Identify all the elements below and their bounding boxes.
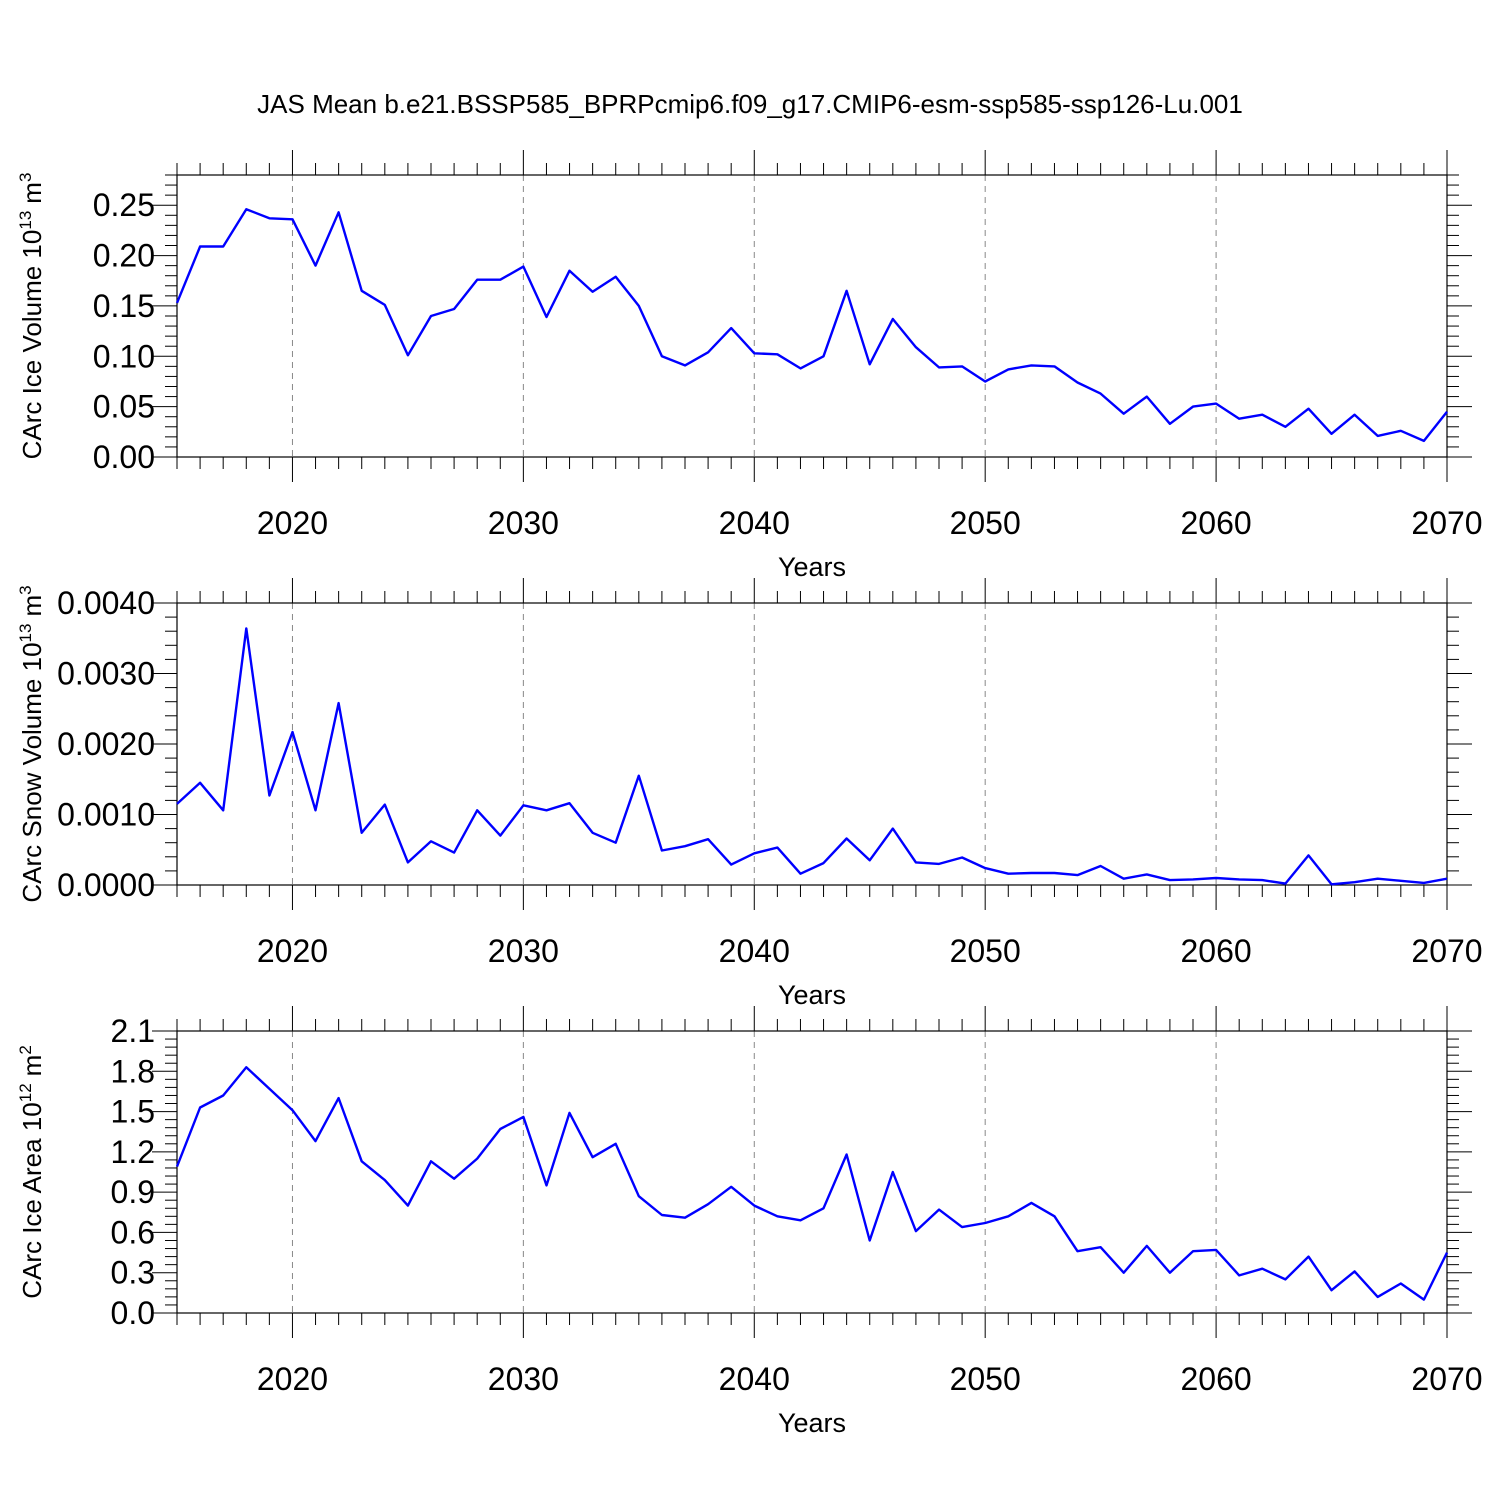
x-tick-label: 2070 xyxy=(1411,933,1482,969)
y-axis-label-exponent: 13 xyxy=(16,624,35,643)
y-axis-label-exponent: 13 xyxy=(16,211,35,230)
x-tick-label: 2050 xyxy=(950,933,1021,969)
series-line xyxy=(175,207,1448,443)
y-tick-label: 0.9 xyxy=(111,1174,155,1210)
x-tick-label: 2040 xyxy=(719,505,790,541)
y-axis-label-unit: m xyxy=(17,1055,47,1077)
y-axis-label-exponent: 12 xyxy=(16,1083,35,1102)
x-tick-label: 2070 xyxy=(1411,505,1482,541)
y-tick-label: 0.20 xyxy=(93,238,155,274)
x-tick-label: 2040 xyxy=(719,933,790,969)
y-axis-label-text: CArc Snow Volume 10 xyxy=(17,642,47,902)
x-tick-label: 2070 xyxy=(1411,1361,1482,1397)
y-tick-label: 0.15 xyxy=(93,288,155,324)
plot-frame xyxy=(176,1030,1448,1314)
series-line xyxy=(176,627,1448,886)
y-tick-label: 1.8 xyxy=(111,1053,155,1089)
x-tick-label: 2030 xyxy=(488,933,559,969)
plot-frame xyxy=(176,602,1448,886)
y-tick-label: 2.1 xyxy=(111,1013,155,1049)
y-axis-label: CArc Ice Volume 1013 m3 xyxy=(16,173,47,460)
x-tick-label: 2050 xyxy=(950,505,1021,541)
y-tick-label: 0.25 xyxy=(93,187,155,223)
y-axis-label-unit-exponent: 3 xyxy=(16,173,35,182)
x-tick-label: 2060 xyxy=(1180,505,1251,541)
series-line xyxy=(175,1066,1449,1301)
y-tick-label: 0.10 xyxy=(93,338,155,374)
y-tick-label: 0.0010 xyxy=(57,797,155,833)
panel-3: 2020 2030 2040 2050 2060 2070 Years 0.0 0.3 0.6 0.… xyxy=(16,1006,1483,1438)
x-tick-label: 2030 xyxy=(488,1361,559,1397)
x-tick-label: 2020 xyxy=(257,933,328,969)
y-tick-label: 1.2 xyxy=(111,1134,155,1170)
y-tick-label: 0.0040 xyxy=(57,585,155,621)
y-tick-label: 0.0000 xyxy=(57,867,155,903)
y-axis-label-unit-exponent: 2 xyxy=(16,1045,35,1054)
y-tick-label: 0.6 xyxy=(111,1214,155,1250)
panel-1: 2020 2030 2040 2050 2060 2070 Years 0.00 0.05 0.1… xyxy=(16,150,1483,582)
x-tick-label: 2030 xyxy=(488,505,559,541)
panel-2: 2020 2030 2040 2050 2060 2070 Years 0.0000 0.001… xyxy=(16,578,1483,1010)
x-tick-label: 2060 xyxy=(1180,933,1251,969)
chart-title: JAS Mean b.e21.BSSP585_BPRPcmip6.f09_g17… xyxy=(257,89,1243,119)
x-tick-label: 2020 xyxy=(257,505,328,541)
y-tick-label: 0.05 xyxy=(93,389,155,425)
x-tick-label: 2040 xyxy=(719,1361,790,1397)
y-axis-label-text: CArc Ice Volume 10 xyxy=(17,230,47,460)
y-axis-label-unit: m xyxy=(17,595,47,617)
x-tick-label: 2050 xyxy=(950,1361,1021,1397)
y-axis-label-unit: m xyxy=(17,182,47,204)
y-tick-label: 0.0 xyxy=(111,1295,155,1331)
y-tick-label: 0.3 xyxy=(111,1255,155,1291)
y-tick-label: 0.0020 xyxy=(57,726,155,762)
x-tick-label: 2020 xyxy=(257,1361,328,1397)
x-axis-label: Years xyxy=(778,552,846,582)
y-axis-label: CArc Ice Area 1012 m2 xyxy=(16,1045,47,1299)
y-tick-label: 0.00 xyxy=(93,439,155,475)
y-axis-label-text: CArc Ice Area 10 xyxy=(17,1102,47,1299)
y-axis-label-unit-exponent: 3 xyxy=(16,585,35,594)
y-tick-label: 1.5 xyxy=(111,1094,155,1130)
x-tick-label: 2060 xyxy=(1180,1361,1251,1397)
chart-panels: 2020 2030 2040 2050 2060 2070 Years 0.00 0.05 0.1… xyxy=(16,150,1483,1438)
y-axis-label: CArc Snow Volume 1013 m3 xyxy=(16,585,47,902)
x-axis-label: Years xyxy=(778,1408,846,1438)
y-tick-label: 0.0030 xyxy=(57,656,155,692)
x-axis-label: Years xyxy=(778,980,846,1010)
